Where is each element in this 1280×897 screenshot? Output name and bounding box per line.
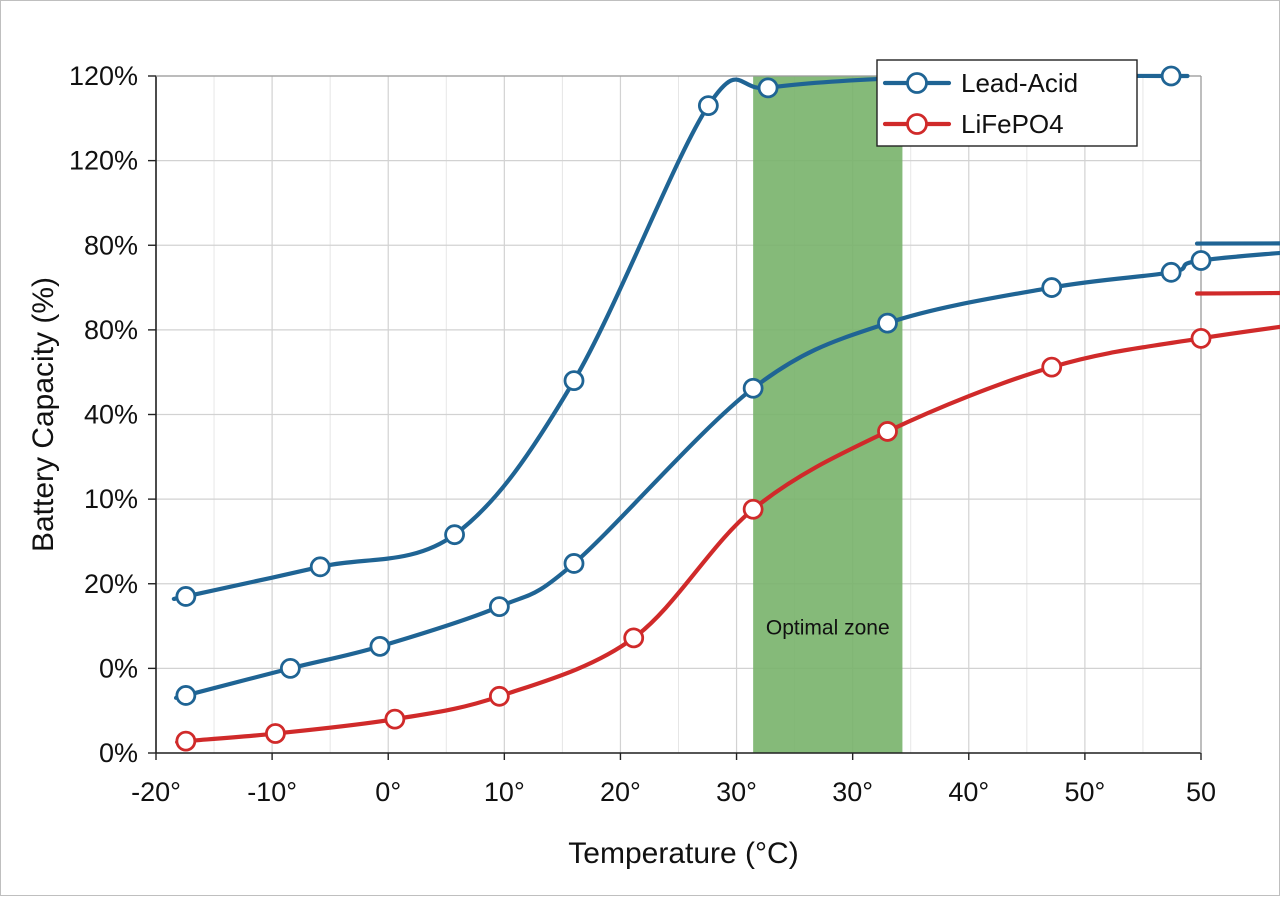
- x-tick-label: 50: [1186, 777, 1216, 807]
- y-tick-label: 80%: [84, 315, 138, 345]
- y-tick-label: 120%: [69, 61, 138, 91]
- data-point: [444, 524, 465, 546]
- data-point: [1190, 250, 1212, 271]
- data-point: [697, 95, 719, 117]
- optimal-zone-band: [753, 76, 903, 753]
- optimal-zone-label: Optimal zone: [766, 617, 890, 640]
- x-tick-label: -10°: [247, 777, 297, 807]
- data-point: [742, 377, 764, 399]
- x-tick-label: 0°: [375, 777, 401, 807]
- x-tick-label: 30°: [832, 777, 873, 807]
- y-tick-label: 120%: [69, 146, 138, 176]
- y-tick-label: 10%: [84, 484, 138, 514]
- data-point: [623, 627, 645, 649]
- x-axis-title: Temperature (°C): [568, 837, 798, 870]
- x-tick-label: 30°: [716, 777, 757, 807]
- y-tick-label: 0%: [99, 653, 138, 683]
- series-group: [171, 65, 1280, 752]
- data-point: [175, 685, 197, 706]
- optimal-zone-rect: [753, 76, 903, 753]
- x-tick-labels: -20° -10° 0° 10° 20° 30° 30° 40° 50° 50: [131, 777, 1216, 807]
- legend-marker-lead-acid: [906, 72, 928, 94]
- y-tick-labels: 0% 0% 20% 10% 40% 80% 80% 120% 120%: [69, 61, 138, 768]
- y-tick-label: 20%: [84, 569, 138, 599]
- data-point: [309, 556, 331, 578]
- legend-marker-lifepo4: [906, 113, 928, 135]
- data-point: [279, 657, 301, 679]
- data-point: [369, 635, 391, 657]
- legend-label-lifepo4: LiFePO4: [961, 109, 1064, 139]
- grid: [155, 75, 1202, 754]
- data-point: [757, 77, 779, 99]
- series-lifepo4: [175, 290, 1280, 752]
- data-point: [1160, 261, 1182, 283]
- data-point: [265, 723, 286, 744]
- data-point: [1160, 65, 1182, 87]
- x-tick-label: 10°: [484, 777, 525, 807]
- y-axis-title: Battery Capacity (%): [27, 277, 60, 552]
- data-point: [175, 586, 197, 607]
- y-tick-label: 40%: [84, 400, 138, 430]
- series-lead-acid-mid: [174, 241, 1280, 706]
- data-point: [488, 685, 510, 707]
- data-point: [1041, 277, 1063, 298]
- data-point: [175, 730, 197, 752]
- series-line-lead-acid: [171, 73, 1190, 602]
- series-line-lifepo4: [175, 290, 1280, 745]
- x-tick-label: 40°: [948, 777, 989, 807]
- data-point: [877, 421, 898, 442]
- x-tick-label: 50°: [1064, 777, 1105, 807]
- data-point: [563, 553, 585, 574]
- data-point: [1041, 356, 1063, 378]
- data-point: [1190, 327, 1212, 349]
- legend: Lead-Acid LiFePO4: [876, 59, 1138, 147]
- legend-label-lead-acid: Lead-Acid: [961, 68, 1078, 98]
- data-point: [742, 498, 764, 520]
- x-tick-label: -20°: [131, 777, 181, 807]
- y-tick-label: 80%: [84, 230, 138, 260]
- data-point: [877, 312, 898, 334]
- data-point: [488, 596, 510, 617]
- series-lead-acid: [171, 65, 1190, 607]
- y-tick-label: 0%: [99, 738, 138, 768]
- data-point: [384, 708, 406, 730]
- data-point: [563, 370, 585, 392]
- x-tick-label: 20°: [600, 777, 641, 807]
- series-line-lead-acid-mid: [174, 241, 1280, 700]
- axes: [148, 75, 1202, 760]
